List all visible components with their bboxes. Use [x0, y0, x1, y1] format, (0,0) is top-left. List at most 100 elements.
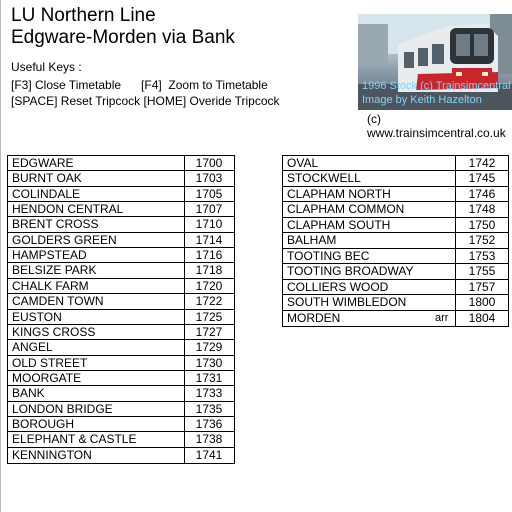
timetable-row: BALHAM 1752: [283, 233, 508, 248]
timetable-row: ANGEL 1729: [8, 340, 234, 355]
timetable-right: OVAL 1742 STOCKWELL 1745 CLAPHAM NORTH 1746 CL…: [282, 155, 509, 327]
timetable-row: OVAL 1742: [283, 156, 508, 171]
station-name: ANGEL: [12, 340, 53, 355]
station-name: STOCKWELL: [287, 171, 361, 186]
row-divider: [8, 262, 234, 264]
station-name: CAMDEN TOWN: [12, 294, 104, 309]
row-divider: [283, 294, 508, 296]
station-name: COLLIERS WOOD: [287, 279, 389, 294]
timetable-row: EUSTON 1725: [8, 310, 234, 325]
departure-time: 1730: [195, 355, 223, 370]
row-divider: [8, 231, 234, 233]
departure-time: 1752: [468, 233, 496, 248]
row-divider: [8, 201, 234, 203]
time-column-divider: [184, 156, 185, 463]
timetable-row: ELEPHANT & CASTLE 1738: [8, 432, 234, 447]
photo-caption-credit: Image by Keith Hazelton: [362, 94, 482, 106]
useful-keys-line-1: [F3] Close Timetable [F4] Zoom to Timeta…: [11, 78, 268, 92]
row-divider: [8, 323, 234, 325]
departure-time: 1731: [195, 370, 223, 385]
timetable-row: EDGWARE 1700: [8, 156, 234, 171]
station-name: HENDON CENTRAL: [12, 202, 124, 217]
route-subtitle: Edgware-Morden via Bank: [11, 27, 235, 48]
departure-time: 1745: [468, 171, 496, 186]
station-name: BELSIZE PARK: [12, 263, 97, 278]
timetable-row: COLINDALE 1705: [8, 187, 234, 202]
station-name: MORDEN: [287, 310, 341, 325]
station-name: TOOTING BROADWAY: [287, 264, 414, 279]
timetable-row: BOROUGH 1736: [8, 417, 234, 432]
page-title: LU Northern Line: [11, 5, 156, 26]
station-name: CLAPHAM NORTH: [287, 186, 391, 201]
departure-time: 1703: [195, 171, 223, 186]
useful-keys-heading: Useful Keys :: [11, 60, 82, 74]
row-divider: [8, 354, 234, 356]
departure-time: 1733: [195, 386, 223, 401]
station-name: ELEPHANT & CASTLE: [12, 432, 137, 447]
row-divider: [8, 431, 234, 433]
timetable-row: MOORGATE 1731: [8, 371, 234, 386]
station-name: SOUTH WIMBLEDON: [287, 295, 407, 310]
station-name: LONDON BRIDGE: [12, 401, 113, 416]
station-name: BANK: [12, 386, 45, 401]
timetable-row: STOCKWELL 1745: [283, 171, 508, 186]
timetable-left: EDGWARE 1700 BURNT OAK 1703 COLINDALE 1705 HEN…: [7, 155, 235, 464]
row-divider: [8, 400, 234, 402]
station-name: MOORGATE: [12, 370, 82, 385]
station-name: CLAPHAM SOUTH: [287, 217, 391, 232]
departure-time: 1804: [468, 310, 496, 325]
station-name: TOOTING BEC: [287, 248, 370, 263]
departure-time: 1705: [195, 186, 223, 201]
departure-time: 1707: [195, 202, 223, 217]
timetable-row: GOLDERS GREEN 1714: [8, 233, 234, 248]
departure-time: 1725: [195, 309, 223, 324]
time-column-divider: [455, 156, 456, 326]
row-divider: [283, 216, 508, 218]
station-name: EUSTON: [12, 309, 62, 324]
departure-time: 1741: [195, 447, 223, 462]
station-name: KENNINGTON: [12, 447, 92, 462]
row-divider: [283, 170, 508, 172]
timetable-row: TOOTING BROADWAY 1755: [283, 264, 508, 279]
departure-time: 1718: [195, 263, 223, 278]
timetable-row: HENDON CENTRAL 1707: [8, 202, 234, 217]
timetable-row: CLAPHAM SOUTH 1750: [283, 218, 508, 233]
photo-caption-stock: 1996 Stock (c) Trainsimcentral: [362, 80, 511, 92]
departure-time: 1727: [195, 324, 223, 339]
departure-time: 1736: [195, 416, 223, 431]
row-divider: [8, 216, 234, 218]
station-name: BRENT CROSS: [12, 217, 99, 232]
station-name: BURNT OAK: [12, 171, 82, 186]
row-divider: [8, 446, 234, 448]
station-name: BALHAM: [287, 233, 337, 248]
row-divider: [8, 308, 234, 310]
departure-time: 1729: [195, 340, 223, 355]
timetable-row: CAMDEN TOWN 1722: [8, 294, 234, 309]
timetable-row: BELSIZE PARK 1718: [8, 263, 234, 278]
departure-time: 1746: [468, 186, 496, 201]
departure-time: 1742: [468, 156, 496, 170]
station-name: CHALK FARM: [12, 278, 89, 293]
station-name: CLAPHAM COMMON: [287, 202, 405, 217]
row-divider: [8, 369, 234, 371]
departure-time: 1755: [468, 264, 496, 279]
departure-time: 1714: [195, 232, 223, 247]
departure-time: 1750: [468, 217, 496, 232]
row-divider: [283, 309, 508, 311]
copyright-credit: (c) www.trainsimcentral.co.uk: [367, 112, 506, 140]
departure-time: 1753: [468, 248, 496, 263]
timetable-row: KINGS CROSS 1727: [8, 325, 234, 340]
timetable-row: HAMPSTEAD 1716: [8, 248, 234, 263]
timetable-row: COLLIERS WOOD 1757: [283, 280, 508, 295]
left-border: [0, 0, 1, 512]
timetable-row: CLAPHAM COMMON 1748: [283, 202, 508, 217]
row-divider: [8, 415, 234, 417]
departure-time: 1720: [195, 278, 223, 293]
timetable-row: LONDON BRIDGE 1735: [8, 402, 234, 417]
row-divider: [8, 170, 234, 172]
timetable-row: CLAPHAM NORTH 1746: [283, 187, 508, 202]
timetable-row: BANK 1733: [8, 386, 234, 401]
arrival-note: arr: [435, 311, 449, 324]
timetable-row: KENNINGTON 1741: [8, 448, 234, 463]
